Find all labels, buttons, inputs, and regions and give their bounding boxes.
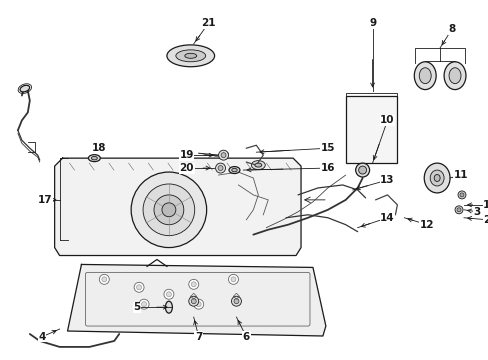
Ellipse shape [443,62,465,90]
Text: 4: 4 [38,332,45,342]
Circle shape [231,296,241,306]
Circle shape [358,166,366,174]
Circle shape [134,282,144,292]
Circle shape [131,172,206,248]
Text: 12: 12 [419,220,433,230]
Circle shape [457,191,465,199]
Circle shape [188,296,198,306]
Text: 14: 14 [379,213,394,223]
Ellipse shape [413,62,435,90]
Circle shape [456,208,460,212]
Ellipse shape [231,168,237,172]
Ellipse shape [254,163,261,167]
Circle shape [218,150,228,160]
Circle shape [459,193,463,197]
Text: 6: 6 [242,332,249,342]
Circle shape [233,299,239,304]
Circle shape [196,302,201,307]
Circle shape [136,285,142,290]
Circle shape [139,299,149,309]
Circle shape [218,166,223,171]
Circle shape [163,289,174,299]
Ellipse shape [20,85,30,92]
Text: 19: 19 [179,150,194,160]
Polygon shape [67,265,325,336]
Text: 9: 9 [368,18,375,28]
Ellipse shape [165,301,172,313]
Circle shape [154,195,183,225]
Ellipse shape [418,68,430,84]
Ellipse shape [433,175,439,181]
Circle shape [355,163,369,177]
Text: 11: 11 [453,170,468,180]
Text: 5: 5 [133,302,141,312]
Ellipse shape [91,156,97,160]
Circle shape [99,274,109,284]
Ellipse shape [184,53,196,58]
Text: 7: 7 [195,332,202,342]
Circle shape [193,299,203,309]
Polygon shape [55,158,301,256]
Circle shape [162,203,176,217]
Circle shape [215,163,225,173]
Ellipse shape [166,45,214,67]
Text: 10: 10 [380,116,394,125]
Text: 21: 21 [201,18,215,28]
Ellipse shape [429,170,443,186]
Circle shape [143,184,194,236]
Text: 3: 3 [472,207,480,217]
Circle shape [188,279,198,289]
Circle shape [454,206,462,214]
Circle shape [228,274,238,284]
Circle shape [221,153,225,158]
Text: 2: 2 [482,215,488,225]
FancyBboxPatch shape [345,95,397,163]
Circle shape [166,292,171,297]
Circle shape [191,299,196,304]
Text: 17: 17 [37,195,52,205]
Ellipse shape [88,155,100,162]
Text: 18: 18 [92,143,106,153]
Ellipse shape [448,68,460,84]
Text: 8: 8 [447,24,455,34]
Ellipse shape [176,50,205,62]
Ellipse shape [228,167,240,174]
Ellipse shape [251,161,264,170]
Circle shape [191,282,196,287]
Ellipse shape [424,163,449,193]
Text: 13: 13 [380,175,394,185]
Text: 16: 16 [320,163,334,173]
Text: 1: 1 [482,200,488,210]
Text: 20: 20 [179,163,194,173]
Circle shape [102,277,106,282]
Text: 15: 15 [320,143,334,153]
Circle shape [142,302,146,307]
FancyBboxPatch shape [85,273,309,326]
Circle shape [230,277,236,282]
